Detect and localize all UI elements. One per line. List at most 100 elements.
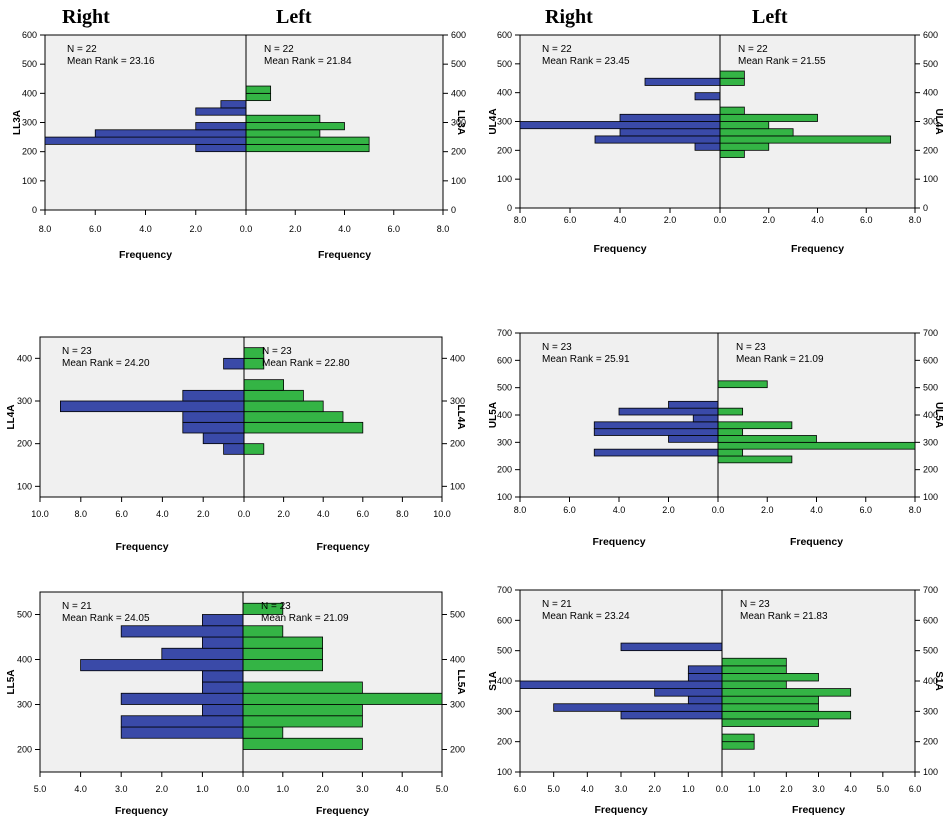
s1a-left-bar-7 [721,680,787,689]
ll3a-ytick-label-left-5: 500 [22,59,37,69]
ll4a-xtick-label-3: 4.0 [156,509,169,519]
ll3a-ytick-label-left-2: 200 [22,147,37,157]
ll5a-right-bar-5 [201,670,244,683]
ll5a-right-bar-2 [201,704,244,717]
s1a-right-bar-3 [654,688,723,697]
ll3a-ytick-label-right-2: 200 [451,147,466,157]
s1a-xlabel-right: Frequency [594,804,647,816]
ll4a-right-bar-0 [223,443,245,455]
ll3a-xlabel-right: Frequency [119,249,172,261]
ul5a-ytick-label-left-0: 100 [497,492,512,502]
ll5a-ytick-label-left-0: 200 [17,745,32,755]
ll4a-right-bar-6 [223,357,245,370]
ul4a-ytick-label-right-0: 0 [923,203,928,213]
ul4a-xlabel-right: Frequency [593,243,646,255]
ll4a-left-bar-7 [243,347,265,359]
ul5a-right-n: N = 23 [542,342,572,353]
ll5a-xtick-label-1: 4.0 [74,784,87,794]
ul4a-left-bar-2 [719,135,892,144]
ul5a-ytick-label-left-4: 500 [497,383,512,393]
ul5a-left-bar-2 [717,441,916,450]
ll3a-xtick-label-2: 4.0 [139,224,152,234]
ll3a-ytick-label-right-6: 600 [451,30,466,40]
ll5a-xtick-label-5: 0.0 [237,784,250,794]
ll4a-xtick-label-8: 6.0 [357,509,370,519]
ul5a-left-mean-rank: Mean Rank = 21.09 [736,354,824,365]
ul4a-ytick-label-left-3: 300 [497,117,512,127]
s1a-left-mean-rank: Mean Rank = 21.83 [740,611,828,622]
ul5a-ytick-label-right-1: 200 [923,465,938,475]
ll4a-ytick-label-right-3: 400 [450,353,465,363]
ul4a-left-n: N = 22 [738,44,768,55]
ll5a-right-mean-rank: Mean Rank = 24.05 [62,613,150,624]
ul4a-right-bar-4 [619,113,721,122]
ll5a-left-bar-4 [242,692,443,705]
ul4a-ylabel-left: UL4A [488,108,499,134]
ll5a-left-bar-6 [242,659,323,672]
ul4a-right-mean-rank: Mean Rank = 23.45 [542,56,630,67]
ul5a-ytick-label-right-5: 600 [923,355,938,365]
ul4a-left-bar-8 [719,70,745,79]
ll4a-left-bar-0 [243,443,265,455]
ll5a-xtick-label-8: 3.0 [356,784,369,794]
ll5a-ytick-label-left-1: 300 [17,700,32,710]
ll3a-xtick-label-5: 2.0 [289,224,302,234]
ll3a-ytick-label-right-1: 100 [451,176,466,186]
ll3a-ytick-label-right-4: 400 [451,88,466,98]
header-left-right-col: Left [752,6,788,28]
ll3a-ylabel-left: LL3A [12,110,23,135]
ll3a-ytick-label-right-0: 0 [451,205,456,215]
s1a-left-n: N = 23 [740,599,770,610]
ll4a-xtick-label-6: 2.0 [277,509,290,519]
ll4a-xtick-label-10: 10.0 [433,509,451,519]
s1a-ytick-label-right-3: 400 [923,676,938,686]
ll5a-right-bar-3 [120,692,244,705]
ul4a-ytick-label-right-3: 300 [923,117,938,127]
ll5a-right-bar-9 [120,625,244,638]
ul4a-left-bar-3 [719,128,794,137]
ll4a-ytick-label-left-1: 200 [17,439,32,449]
ll3a-xtick-label-6: 4.0 [338,224,351,234]
ul5a-xtick-label-4: 0.0 [712,505,725,515]
ul5a-ylabel-right: UL5A [933,402,944,428]
header-right-right-col: Right [545,6,593,28]
ul5a-xtick-label-3: 2.0 [662,505,675,515]
ll5a-left-bar-3 [242,704,363,717]
ll3a-right-bar-2 [94,129,247,138]
s1a-right-bar-0 [620,710,723,720]
s1a-left-bar-1 [721,733,755,743]
ul4a-ytick-label-left-1: 100 [497,174,512,184]
ll5a-left-mean-rank: Mean Rank = 21.09 [261,613,349,624]
ll4a-ytick-label-right-2: 300 [450,396,465,406]
s1a-right-bar-7 [620,642,723,652]
s1a-ylabel-right: S1A [933,671,944,690]
ul5a-xtick-label-6: 4.0 [810,505,823,515]
ll5a-left-bar-5 [242,681,363,694]
ll4a-left-bar-4 [243,389,304,402]
ul4a-ylabel-right: UL4A [933,108,944,134]
s1a-ytick-label-right-4: 500 [923,646,938,656]
ul5a-xtick-label-7: 6.0 [859,505,872,515]
ul5a-xlabel-right: Frequency [592,536,645,548]
ul4a-right-bar-0 [694,142,721,151]
ul4a-xtick-label-0: 8.0 [514,215,527,225]
ll4a-left-bar-5 [243,379,284,391]
ul5a-left-bar-7 [717,380,768,389]
ll3a-right-bar-0 [195,143,247,153]
ll3a-right-bar-5 [220,100,247,109]
ul4a-xtick-label-2: 4.0 [614,215,627,225]
ll3a-right-bar-1 [44,136,247,145]
s1a-right-n: N = 21 [542,599,572,610]
ll5a-xtick-label-3: 2.0 [156,784,169,794]
s1a-right-bar-2 [687,695,723,705]
ll5a-ylabel-left: LL5A [6,670,17,695]
s1a-left-bar-9 [721,665,787,674]
ul4a-ytick-label-right-6: 600 [923,30,938,40]
ul4a-right-n: N = 22 [542,44,572,55]
s1a-xtick-label-2: 4.0 [581,784,594,794]
ul4a-ytick-label-left-0: 0 [507,203,512,213]
ll3a-right-mean-rank: Mean Rank = 23.16 [67,56,155,67]
ll4a-right-bar-3 [182,411,245,423]
ll4a-xlabel-left: Frequency [316,541,369,553]
s1a-right-bar-5 [687,673,723,682]
